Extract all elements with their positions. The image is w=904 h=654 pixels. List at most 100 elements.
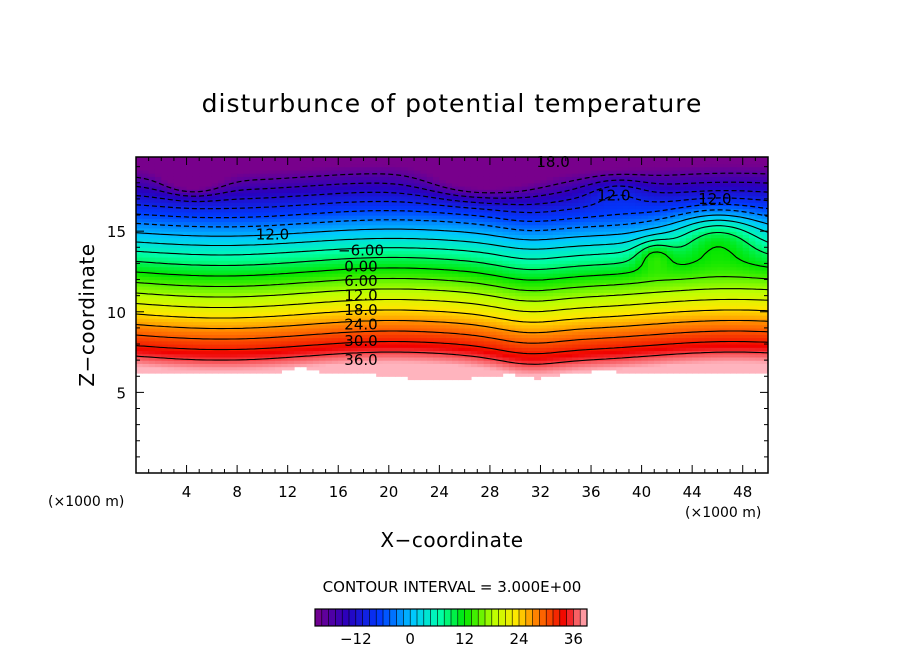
contour-cell (496, 250, 504, 255)
contour-cell (218, 289, 226, 294)
contour-cell (312, 331, 320, 335)
contour-cell (489, 373, 497, 377)
contour-cell (439, 292, 447, 297)
contour-cell (426, 373, 434, 377)
contour-cell (256, 366, 263, 371)
contour-cell (369, 260, 377, 264)
contour-cell (445, 292, 453, 297)
contour-cell (161, 186, 169, 190)
contour-cell (445, 321, 453, 326)
contour-cell (521, 273, 529, 277)
contour-cell (300, 173, 308, 177)
contour-cell (211, 302, 219, 306)
contour-cell (161, 179, 169, 184)
contour-cell (489, 163, 497, 168)
contour-cell (540, 315, 548, 319)
contour-cell (527, 350, 535, 355)
contour-cell (161, 263, 169, 268)
contour-cell (287, 321, 295, 326)
contour-cell (382, 340, 390, 345)
contour-cell (167, 160, 175, 165)
contour-cell (167, 331, 175, 335)
contour-cell (224, 169, 232, 174)
contour-cell (420, 247, 428, 252)
contour-cell (483, 163, 491, 168)
contour-cell (268, 302, 276, 306)
contour-cell (420, 157, 428, 161)
contour-cell (407, 292, 415, 297)
contour-cell (256, 221, 263, 226)
contour-cell (591, 350, 598, 355)
contour-cell (515, 227, 523, 232)
contour-cell (376, 250, 384, 255)
contour-cell (249, 360, 257, 364)
contour-cell (180, 295, 188, 300)
contour-cell (527, 231, 535, 235)
contour-cell (489, 240, 497, 245)
contour-cell (578, 331, 586, 335)
contour-cell (426, 321, 434, 326)
contour-cell (136, 321, 143, 326)
contour-cell (275, 218, 282, 223)
contour-cell (331, 318, 339, 323)
contour-cell (540, 263, 548, 268)
contour-cell (186, 298, 194, 303)
contour-cell (540, 208, 548, 213)
contour-cell (572, 308, 579, 313)
contour-cell (534, 305, 542, 310)
contour-cell (294, 205, 301, 210)
contour-cell (527, 195, 535, 200)
contour-cell (527, 186, 535, 190)
contour-cell (483, 211, 491, 216)
contour-cell (154, 369, 162, 374)
contour-cell (344, 337, 352, 342)
contour-cell (173, 160, 181, 165)
contour-cell (205, 163, 213, 168)
contour-cell (243, 266, 251, 271)
contour-cell (363, 195, 371, 200)
contour-cell (357, 282, 365, 287)
contour-cell (508, 182, 516, 187)
contour-cell (483, 340, 491, 345)
contour-cell (319, 186, 327, 190)
contour-cell (534, 157, 542, 161)
contour-cell (407, 363, 415, 368)
contour-cell (142, 298, 150, 303)
contour-cell (527, 266, 535, 271)
contour-cell (186, 295, 194, 300)
contour-cell (477, 179, 485, 184)
contour-cell (331, 250, 339, 255)
contour-cell (483, 360, 491, 364)
contour-cell (553, 205, 561, 210)
contour-cell (243, 208, 251, 213)
contour-cell (331, 195, 339, 200)
contour-cell (496, 195, 504, 200)
contour-cell (350, 334, 358, 339)
contour-cell (553, 356, 561, 361)
contour-cell (218, 179, 226, 184)
contour-cell (256, 192, 263, 197)
contour-cell (180, 324, 188, 329)
contour-cell (369, 224, 377, 229)
contour-cell (401, 253, 409, 258)
contour-cell (218, 250, 226, 255)
contour-cell (237, 366, 245, 371)
contour-cell (243, 269, 251, 274)
contour-cell (477, 285, 485, 290)
contour-cell (578, 186, 586, 190)
contour-cell (591, 318, 598, 323)
contour-cell (186, 205, 194, 210)
contour-cell (249, 260, 257, 264)
contour-cell (597, 292, 605, 297)
contour-cell (211, 273, 219, 277)
contour-cell (584, 366, 592, 371)
contour-cell (287, 186, 295, 190)
contour-cell (395, 285, 403, 290)
contour-cell (591, 292, 598, 297)
contour-cell (319, 173, 327, 177)
contour-cell (597, 289, 605, 294)
contour-cell (439, 321, 447, 326)
contour-cell (546, 198, 554, 203)
contour-cell (338, 324, 346, 329)
contour-cell (211, 340, 219, 345)
